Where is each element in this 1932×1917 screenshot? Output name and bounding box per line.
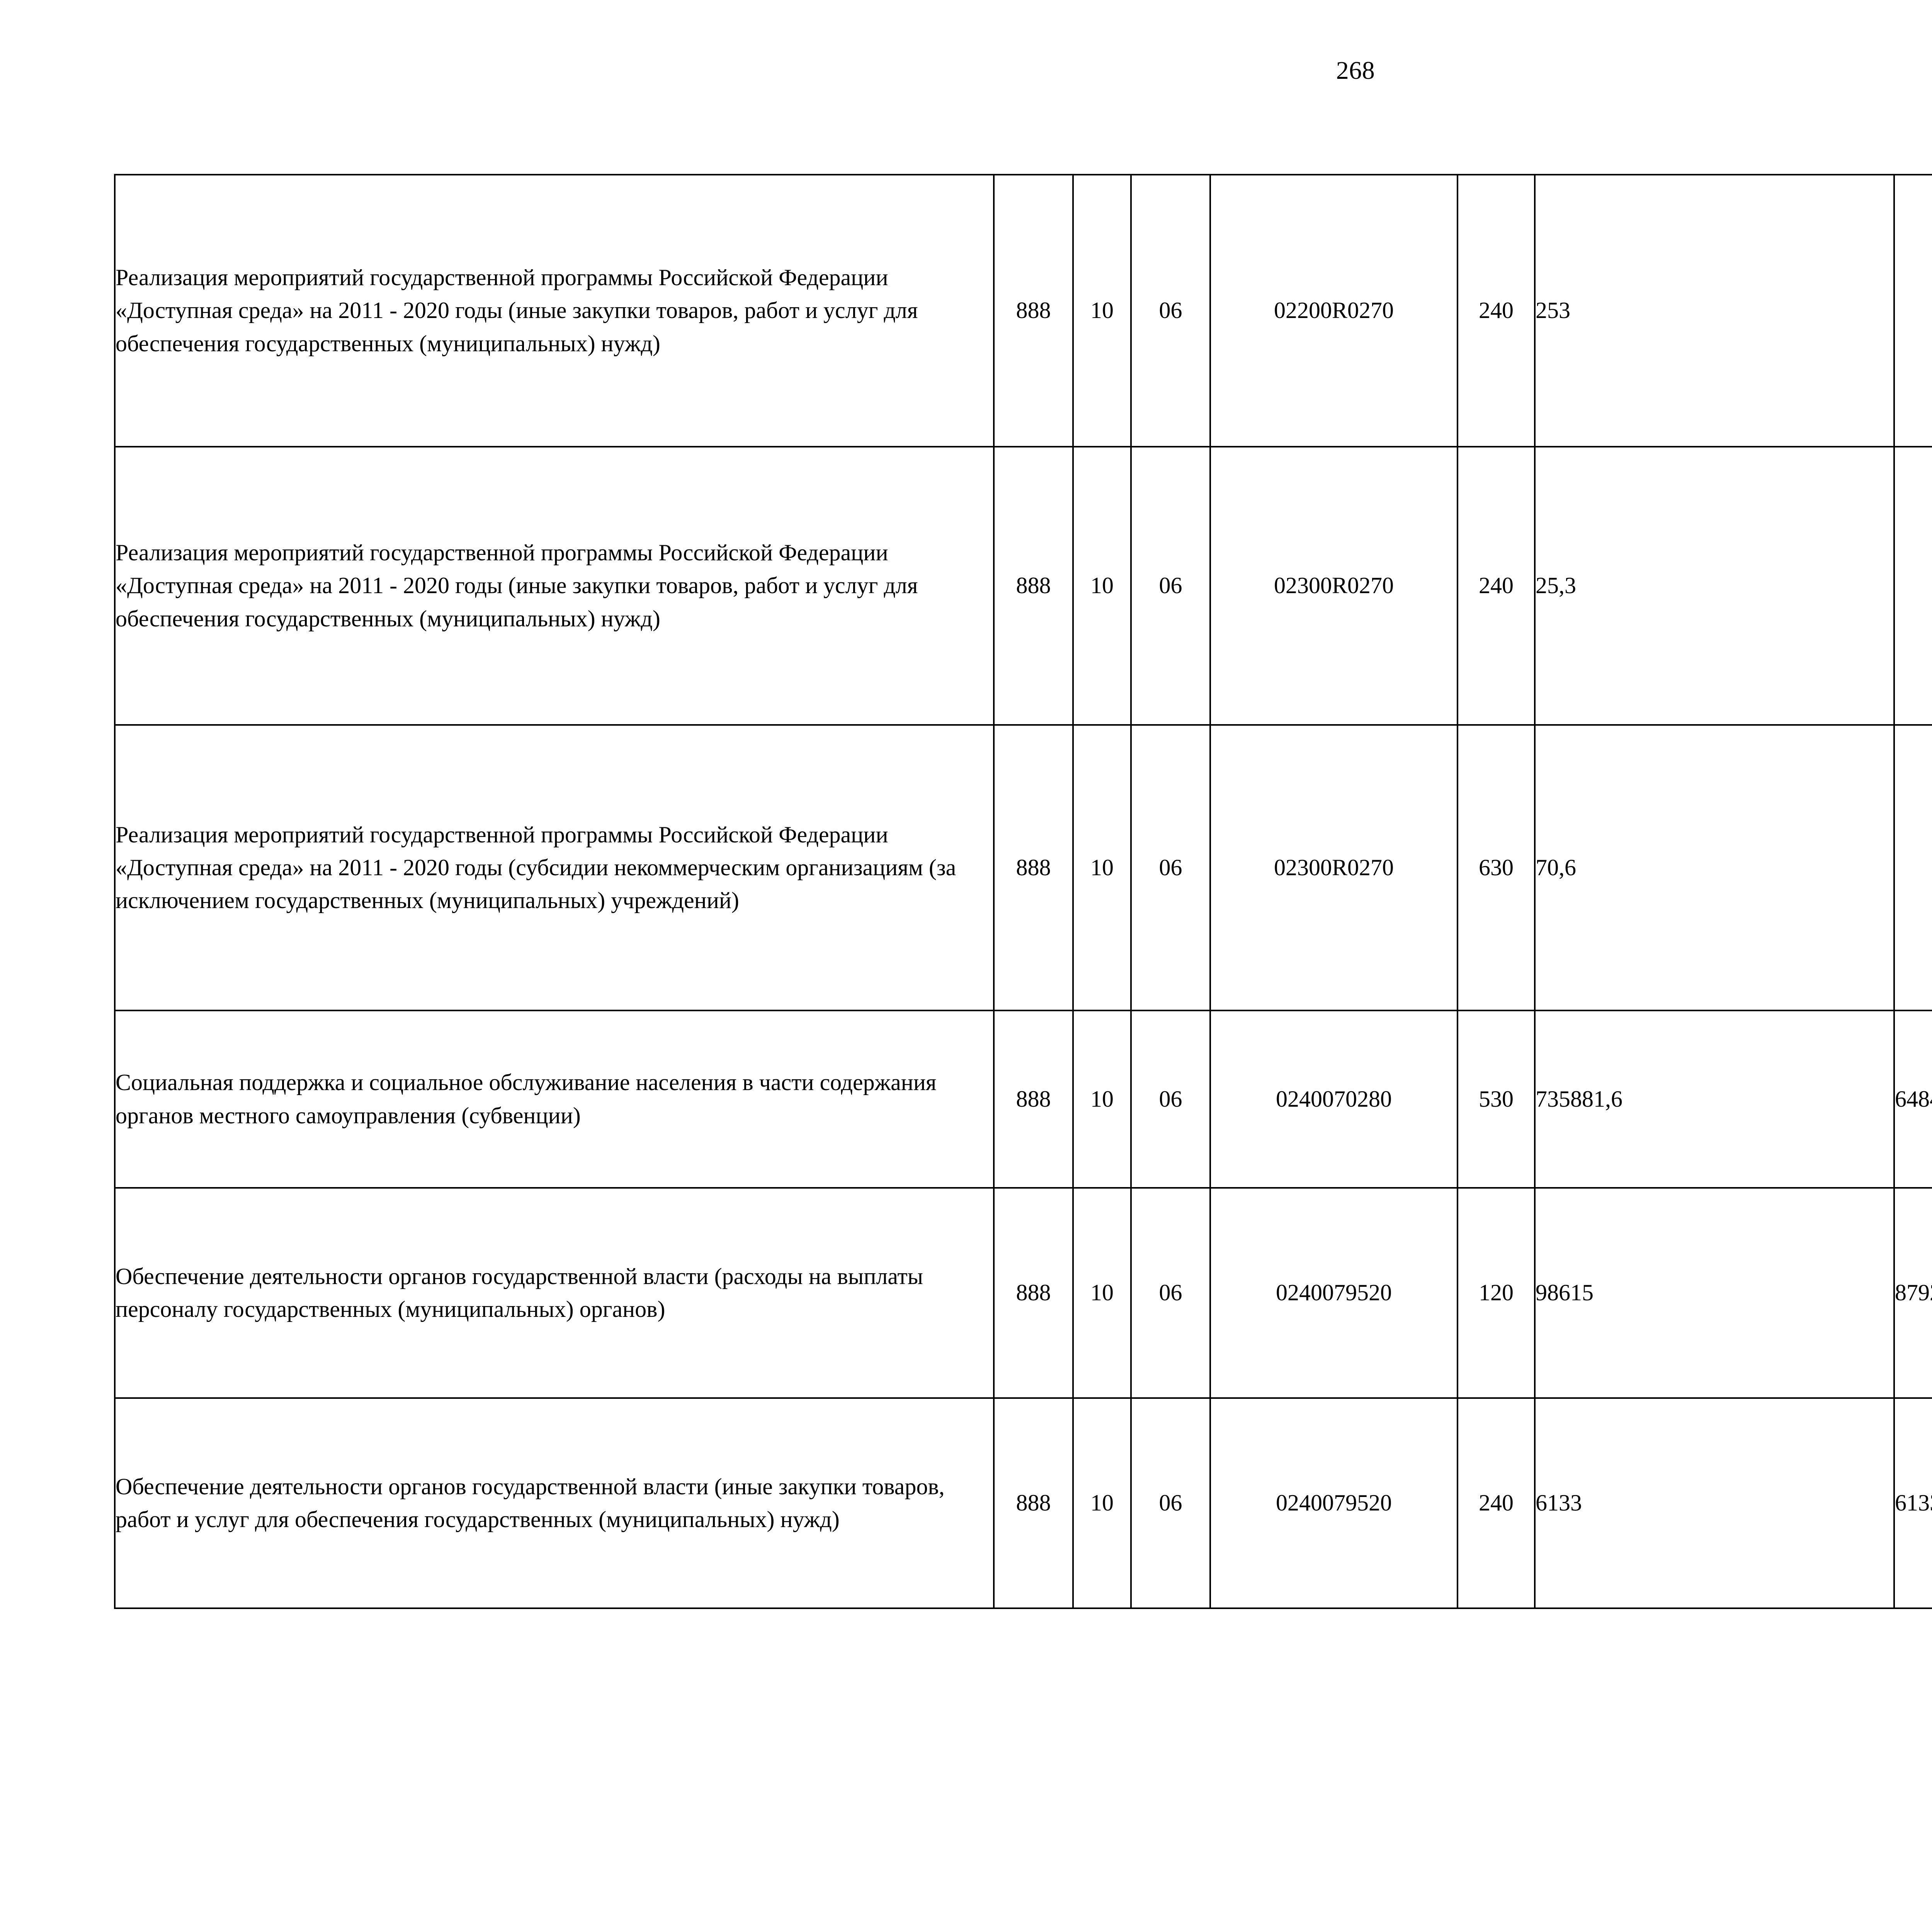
cell-summa-1: 253 (1534, 174, 1895, 447)
cell-expenditure-name: Реализация мероприятий государственной п… (114, 724, 995, 1011)
cell-vedomstvo: 888 (993, 446, 1074, 726)
cell-celevaya-statya: 0240079520 (1209, 1397, 1458, 1609)
table-row: Обеспечение деятельности органов государ… (114, 1397, 1932, 1609)
cell-razdel: 10 (1072, 1397, 1132, 1609)
cell-vid-rashodov: 240 (1457, 1397, 1536, 1609)
table-row: Реализация мероприятий государственной п… (114, 724, 1932, 1011)
cell-razdel: 10 (1072, 1187, 1132, 1399)
table-row: Реализация мероприятий государственной п… (114, 174, 1932, 447)
budget-table-body: Реализация мероприятий государственной п… (114, 174, 1932, 1609)
page-number: 268 (1336, 56, 1375, 85)
cell-podrazdel: 06 (1130, 446, 1211, 726)
table-row: Реализация мероприятий государственной п… (114, 446, 1932, 726)
cell-razdel: 10 (1072, 724, 1132, 1011)
cell-summa-1: 70,6 (1534, 724, 1895, 1011)
cell-podrazdel: 06 (1130, 724, 1211, 1011)
cell-summa-2: 87925 (1893, 1187, 1932, 1399)
cell-celevaya-statya: 02200R0270 (1209, 174, 1458, 447)
cell-summa-1: 25,3 (1534, 446, 1895, 726)
cell-expenditure-name: Обеспечение деятельности органов государ… (114, 1397, 995, 1609)
cell-celevaya-statya: 0240070280 (1209, 1010, 1458, 1189)
cell-celevaya-statya: 02300R0270 (1209, 724, 1458, 1011)
cell-summa-1: 98615 (1534, 1187, 1895, 1399)
cell-vid-rashodov: 530 (1457, 1010, 1536, 1189)
cell-vid-rashodov: 240 (1457, 446, 1536, 726)
cell-summa-1: 6133 (1534, 1397, 1895, 1609)
cell-expenditure-name: Реализация мероприятий государственной п… (114, 446, 995, 726)
cell-razdel: 10 (1072, 446, 1132, 726)
cell-vedomstvo: 888 (993, 1187, 1074, 1399)
cell-summa-2: 6133 (1893, 1397, 1932, 1609)
cell-summa-2 (1893, 446, 1932, 726)
table-row: Социальная поддержка и социальное обслуж… (114, 1010, 1932, 1189)
cell-podrazdel: 06 (1130, 1010, 1211, 1189)
cell-vid-rashodov: 630 (1457, 724, 1536, 1011)
cell-celevaya-statya: 0240079520 (1209, 1187, 1458, 1399)
cell-expenditure-name: Обеспечение деятельности органов государ… (114, 1187, 995, 1399)
cell-razdel: 10 (1072, 1010, 1132, 1189)
budget-allocation-table: Реализация мероприятий государственной п… (114, 174, 1932, 1609)
cell-vedomstvo: 888 (993, 724, 1074, 1011)
cell-summa-2: 648454 (1893, 1010, 1932, 1189)
cell-podrazdel: 06 (1130, 174, 1211, 447)
cell-vid-rashodov: 120 (1457, 1187, 1536, 1399)
cell-vedomstvo: 888 (993, 1010, 1074, 1189)
cell-razdel: 10 (1072, 174, 1132, 447)
cell-summa-1: 735881,6 (1534, 1010, 1895, 1189)
budget-table-container: Реализация мероприятий государственной п… (114, 174, 1932, 1609)
cell-podrazdel: 06 (1130, 1397, 1211, 1609)
cell-vedomstvo: 888 (993, 174, 1074, 447)
cell-podrazdel: 06 (1130, 1187, 1211, 1399)
cell-expenditure-name: Социальная поддержка и социальное обслуж… (114, 1010, 995, 1189)
cell-summa-2 (1893, 724, 1932, 1011)
cell-expenditure-name: Реализация мероприятий государственной п… (114, 174, 995, 447)
cell-vid-rashodov: 240 (1457, 174, 1536, 447)
cell-vedomstvo: 888 (993, 1397, 1074, 1609)
table-row: Обеспечение деятельности органов государ… (114, 1187, 1932, 1399)
cell-summa-2 (1893, 174, 1932, 447)
cell-celevaya-statya: 02300R0270 (1209, 446, 1458, 726)
